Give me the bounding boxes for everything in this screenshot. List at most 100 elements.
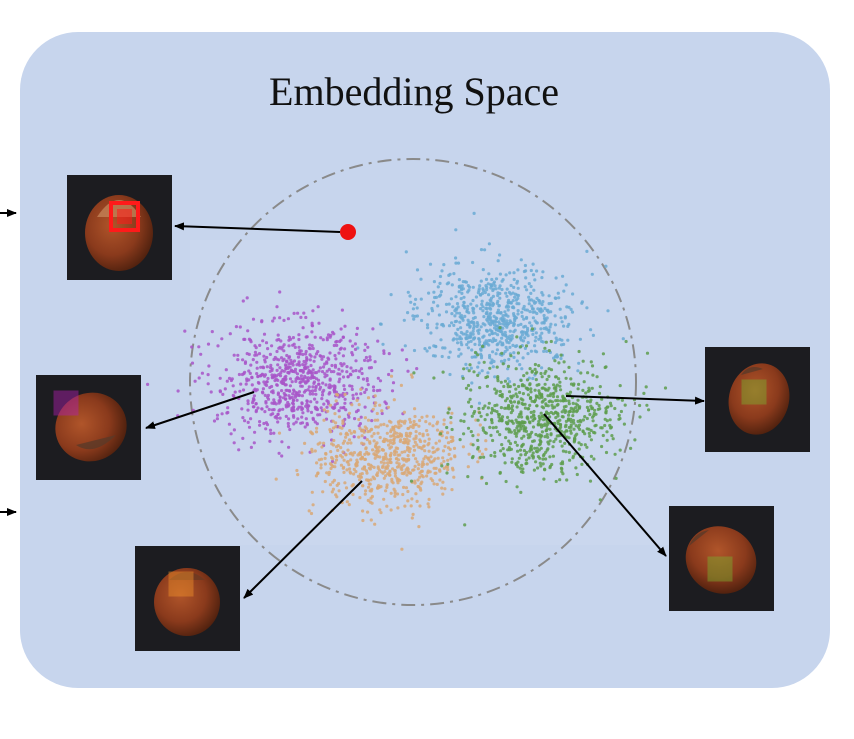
cluster-point (415, 443, 419, 447)
cluster-point (264, 383, 269, 387)
cluster-point (327, 392, 331, 396)
cluster-point (460, 291, 464, 295)
cluster-point (406, 311, 410, 315)
cluster-point (334, 357, 338, 361)
cluster-point (502, 319, 506, 323)
cluster-point (450, 411, 454, 415)
cluster-point (476, 460, 480, 464)
cluster-point (465, 333, 469, 337)
cluster-point (483, 430, 487, 434)
cluster-point (430, 460, 434, 464)
cluster-point (587, 431, 591, 435)
cluster-point (597, 391, 602, 395)
cluster-point (544, 340, 548, 344)
cluster-point (569, 377, 573, 381)
cluster-point (372, 439, 376, 443)
cluster-point (335, 495, 339, 499)
cluster-point (288, 384, 292, 388)
cluster-point (294, 420, 298, 424)
cluster-point (479, 325, 483, 329)
cluster-point (581, 388, 585, 392)
cluster-point (505, 397, 509, 401)
cluster-point (331, 419, 335, 423)
cluster-point (410, 516, 414, 520)
cluster-point (345, 468, 349, 472)
cluster-point (535, 296, 539, 300)
cluster-point (343, 397, 347, 401)
cluster-point (477, 287, 481, 291)
cluster-point (305, 399, 309, 403)
cluster-point (539, 371, 543, 376)
cluster-point (323, 372, 327, 376)
cluster-point (344, 408, 348, 412)
cluster-point (469, 331, 473, 335)
cluster-point (297, 405, 301, 409)
cluster-point (554, 385, 558, 389)
cluster-point (370, 419, 374, 423)
cluster-point (540, 400, 544, 404)
cluster-point (483, 418, 487, 422)
cluster-point (315, 422, 319, 426)
cluster-point (465, 366, 469, 370)
cluster-point (450, 488, 454, 492)
cluster-point (373, 453, 377, 457)
cluster-point (406, 454, 410, 458)
cluster-point (504, 427, 508, 431)
cluster-point (581, 429, 585, 433)
cluster-point (531, 262, 535, 266)
cluster-point (605, 438, 609, 442)
cluster-point (589, 454, 594, 458)
cluster-point (400, 547, 404, 551)
cluster-point (297, 390, 301, 394)
cluster-point (510, 406, 514, 410)
cluster-point (562, 370, 567, 374)
cluster-point (403, 450, 407, 454)
cluster-point (529, 291, 533, 295)
cluster-point (504, 406, 509, 410)
cluster-point (414, 430, 418, 434)
cluster-point (387, 372, 391, 377)
cluster-point (529, 387, 533, 391)
cluster-point (469, 302, 473, 306)
cluster-point (416, 478, 420, 482)
cluster-point (284, 367, 288, 371)
cluster-point (334, 399, 338, 403)
cluster-point (243, 419, 247, 423)
cluster-point (309, 430, 313, 434)
cluster-point (320, 370, 325, 374)
cluster-point (541, 270, 545, 274)
cluster-point (260, 407, 264, 411)
cluster-point (509, 338, 513, 342)
cluster-point (394, 446, 398, 450)
cluster-point (313, 449, 317, 453)
cluster-point (559, 399, 563, 403)
cluster-point (357, 403, 361, 407)
cluster-point (249, 417, 253, 421)
green-patch-thumbnail-lower (669, 506, 774, 611)
cluster-point (339, 446, 343, 450)
cluster-point (532, 288, 536, 292)
cluster-point (533, 344, 537, 348)
cluster-point (451, 305, 455, 309)
cluster-point (545, 433, 549, 437)
cluster-point (477, 331, 481, 335)
cluster-point (341, 354, 345, 358)
normal-boundary-circle (189, 158, 637, 606)
cluster-point (432, 290, 436, 294)
cluster-point (577, 447, 581, 451)
cluster-point (554, 276, 558, 280)
cluster-point (327, 367, 331, 371)
cluster-point (468, 397, 472, 401)
cluster-point (343, 387, 347, 391)
cluster-point (395, 492, 400, 496)
cluster-point (322, 441, 326, 445)
cluster-point (351, 344, 355, 348)
cluster-point (489, 433, 493, 437)
cluster-point (368, 441, 372, 445)
cluster-point (512, 277, 516, 282)
cluster-point (420, 415, 424, 419)
cluster-point (601, 433, 605, 438)
cluster-point (358, 478, 362, 482)
cluster-point (554, 375, 558, 379)
cluster-point (301, 377, 305, 381)
